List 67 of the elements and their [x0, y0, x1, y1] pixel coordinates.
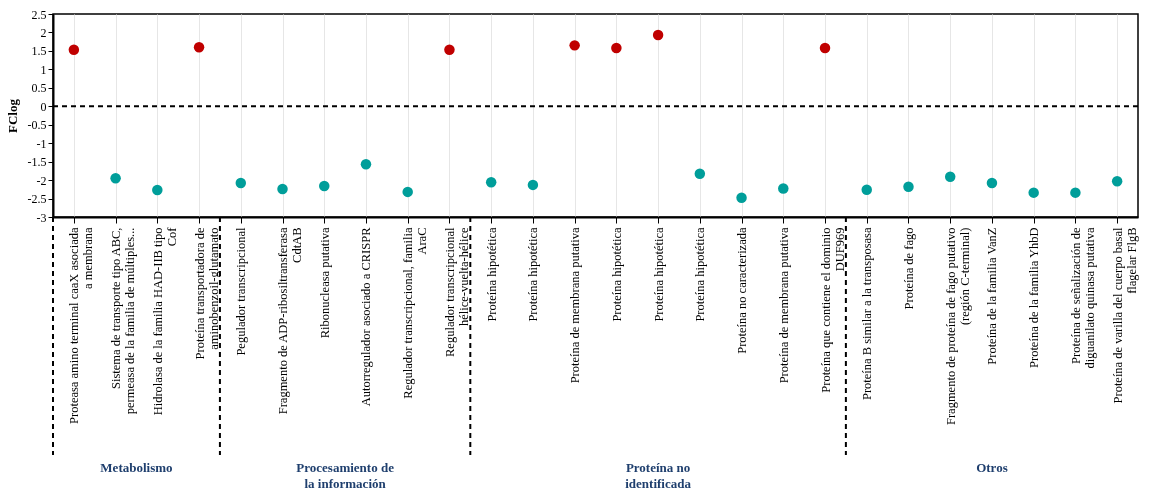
- point: [944, 171, 956, 182]
- x-tick-label: Hidrolasa de la familia HAD-IIB tipo Cof: [150, 226, 179, 416]
- x-tick-label: Proteína hipotética: [693, 227, 708, 322]
- text: Proteína no identificada: [625, 460, 692, 491]
- point: [402, 186, 413, 198]
- x-tick-label: Proteína de membrana putativa: [568, 227, 583, 384]
- x-tick-label: Fragmento de proteína de fago putativo (región C-terminal): [943, 227, 972, 426]
- x-tick-label: Proteína hipotética: [484, 227, 499, 322]
- x-tick-label: Pegulador transcripcional: [234, 226, 249, 356]
- x-tick-label: Proteína no caracterizada: [735, 227, 750, 354]
- x-tick-label: Ribonucleasa putativa: [317, 227, 332, 339]
- point: [444, 44, 455, 56]
- x-tick-label: Proteína hipotética: [609, 227, 624, 322]
- point: [235, 177, 247, 189]
- y-tick-label: -1: [36, 136, 47, 151]
- x-tick-label: Proteína hipotética: [526, 227, 541, 322]
- point: [694, 168, 706, 180]
- y-tick-label: -2: [36, 173, 47, 188]
- point: [110, 173, 121, 184]
- x-tick-label: Proteína de membrana putativa: [776, 227, 791, 384]
- y-tick-label: 0.5: [31, 81, 47, 96]
- point: [819, 42, 831, 54]
- y-axis-title: FClog: [4, 98, 20, 133]
- point: [277, 183, 288, 195]
- point: [527, 179, 539, 191]
- text: Otros: [976, 460, 1008, 475]
- x-tick-label: Fragmento de ADP-ribosiltransferasa CdtAB: [276, 227, 305, 415]
- y-tick-label: -3: [36, 210, 47, 225]
- point: [360, 158, 372, 170]
- point: [1070, 187, 1081, 198]
- y-tick-label: 0: [40, 99, 47, 114]
- x-tick-label: Proteína B similar a la transposasa: [860, 227, 875, 401]
- x-tick-label: Proteína de la familia YhbD: [1027, 227, 1042, 368]
- x-tick-label: Proteína de señalización de diguanilato quinasa putativa: [1068, 227, 1097, 369]
- x-tick-label: Regulador transcripcional, familia AraC: [401, 227, 430, 399]
- point: [193, 41, 205, 53]
- y-tick-label: -2.5: [27, 192, 47, 207]
- point: [68, 44, 80, 56]
- point: [903, 181, 914, 192]
- y-tick-label: 1.5: [31, 44, 47, 59]
- x-tick-label: Proteasa amino terminal caaX asociada a membrana: [67, 227, 96, 424]
- y-tick-label: -1.5: [27, 155, 47, 170]
- point: [652, 29, 664, 41]
- y-tick-label: -0.5: [27, 118, 47, 133]
- point: [986, 177, 998, 189]
- y-tick-label: 2: [40, 25, 47, 40]
- point: [611, 42, 622, 54]
- x-tick-label: Proteína que contiene el dominio DUF969: [818, 227, 847, 393]
- x-tick-label: Proteína de la familia VanZ: [985, 227, 1000, 365]
- point: [152, 184, 163, 196]
- y-tick-label: 1: [40, 62, 47, 77]
- x-tick-label: Proteína hipotética: [651, 227, 666, 322]
- point: [1028, 187, 1039, 198]
- y-tick-label: 2.5: [31, 7, 47, 22]
- x-tick-label: Sistema de transporte tipo ABC, permeasa de la familia de múltiples...: [109, 227, 138, 415]
- x-tick-label: Autorregulador asociado a CRISPR: [359, 226, 374, 407]
- text: Procesamiento de la información: [296, 460, 395, 491]
- x-tick-label: Regulador transcripcional hélice-vuelta-hélice: [442, 226, 471, 357]
- point: [1111, 175, 1123, 187]
- point: [736, 192, 747, 204]
- text: Metabolismo: [100, 460, 173, 475]
- point: [319, 180, 330, 192]
- point: [861, 184, 872, 195]
- point: [778, 183, 789, 194]
- point: [485, 177, 497, 188]
- x-tick-label: Proteína de fago: [901, 227, 916, 310]
- point: [569, 40, 580, 51]
